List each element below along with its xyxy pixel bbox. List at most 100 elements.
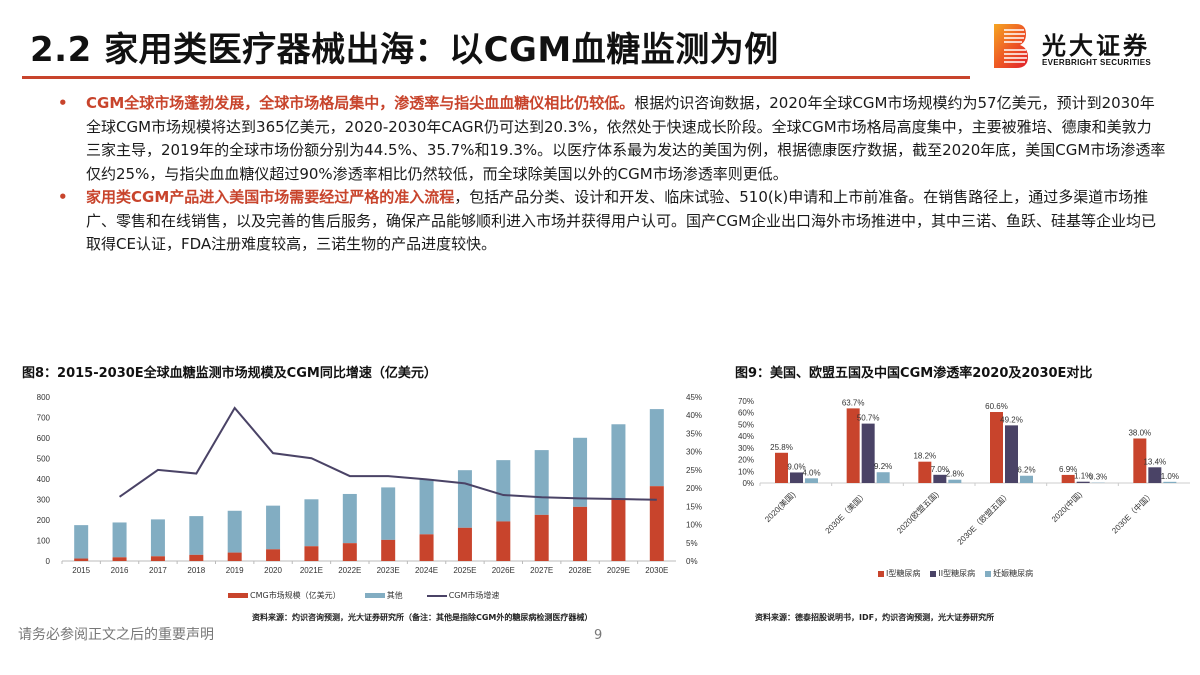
- data-label: 60.6%: [985, 402, 1008, 411]
- figure-8-chart: 0 100 200 300 400 500 600 700 800 0% 5% 10% 15% 20% 25…: [37, 393, 702, 575]
- bar-other: [74, 525, 89, 559]
- bar-other: [381, 487, 396, 540]
- x-axis-tick: 2025E: [453, 566, 476, 575]
- bar-0: [1061, 474, 1075, 483]
- bar-cgm: [74, 558, 89, 561]
- x-axis-tick: 2020(欧盟五国): [895, 489, 941, 535]
- data-label: 2.8%: [946, 470, 964, 479]
- left-axis-tick: 100: [37, 537, 51, 546]
- bar-other: [150, 519, 165, 557]
- y-axis-tick: 40%: [738, 432, 754, 441]
- bar-0: [775, 452, 788, 483]
- left-axis-tick: 200: [37, 516, 51, 525]
- bar-other: [227, 510, 242, 553]
- data-label: 49.2%: [1000, 415, 1023, 424]
- data-label: 50.7%: [857, 414, 880, 423]
- bar-cgm: [304, 546, 319, 561]
- data-label: 25.8%: [770, 443, 793, 452]
- data-label: 6.9%: [1059, 465, 1077, 474]
- bar-0: [990, 412, 1003, 483]
- bullet-body: ，包括产品分类、设计和开发、临床试验、510(k)申请和上市前准备。在销售路径上…: [86, 188, 1157, 253]
- bar-other: [649, 409, 664, 487]
- data-label: 38.0%: [1128, 428, 1151, 437]
- bar-other: [342, 493, 357, 544]
- x-axis-tick: 2016: [111, 566, 129, 575]
- logo-chinese-name: 光大证券: [1042, 32, 1150, 60]
- data-label: 18.2%: [913, 452, 936, 461]
- x-axis-tick: 2020(中国): [1049, 489, 1084, 524]
- everbright-b-logo-icon: [994, 24, 1028, 68]
- everbright-logo: 光大证券 EVERBRIGHT SECURITIES: [990, 22, 1190, 72]
- data-label: 6.2%: [1017, 466, 1035, 475]
- left-axis-tick: 500: [37, 455, 51, 464]
- legend-gestational: 妊娠糖尿病: [985, 568, 1033, 579]
- logo-english-name: EVERBRIGHT SECURITIES: [1042, 58, 1151, 67]
- right-axis-tick: 5%: [686, 539, 698, 548]
- y-axis-tick: 70%: [738, 397, 754, 406]
- bar-cgm: [112, 557, 127, 561]
- bar-cgm: [342, 543, 357, 561]
- x-axis-tick: 2022E: [338, 566, 361, 575]
- x-axis-tick: 2018: [187, 566, 205, 575]
- bar-1: [933, 474, 947, 483]
- bar-1: [1076, 481, 1090, 483]
- left-axis-tick: 400: [37, 475, 51, 484]
- figure-8-title: 图8：2015-2030E全球血糖监测市场规模及CGM同比增速（亿美元）: [22, 366, 437, 381]
- bullet-marker: •: [58, 94, 68, 112]
- x-axis-tick: 2020(美国): [763, 489, 798, 524]
- bar-cgm: [496, 521, 511, 561]
- figure-9-title: 图9：美国、欧盟五国及中国CGM渗透率2020及2030E对比: [735, 366, 1093, 381]
- figure-8-legend: CMG市场规模（亿美元） 其他 CGM市场增速: [228, 590, 499, 601]
- bar-0: [846, 408, 860, 483]
- bullet-body: 根据灼识咨询数据，2020年全球CGM市场规模约为57亿美元，预计到2030年全…: [86, 94, 1166, 183]
- right-axis-tick: 30%: [686, 448, 702, 457]
- left-axis-tick: 700: [37, 414, 51, 423]
- figure-9-chart: 0% 10% 20% 30% 40% 50% 60% 70% 25.8% 9.0%4.0% 2020…: [738, 397, 1190, 547]
- bullet-marker: •: [58, 188, 68, 206]
- disclaimer-note: 请务必参阅正文之后的重要声明: [18, 627, 214, 643]
- x-axis-tick: 2030E（中国）: [1110, 489, 1156, 535]
- legend-cgm-growth: CGM市场增速: [426, 590, 499, 601]
- title-underline: [22, 76, 970, 79]
- x-axis-tick: 2017: [149, 566, 167, 575]
- legend-swatch-purple: [930, 570, 937, 577]
- data-label: 13.4%: [1143, 457, 1166, 466]
- bar-cgm: [649, 486, 664, 561]
- bar-cgm: [419, 534, 434, 561]
- right-axis-tick: 20%: [686, 484, 702, 493]
- x-axis-tick: 2021E: [300, 566, 323, 575]
- y-axis-tick: 0%: [742, 479, 754, 488]
- bar-cgm: [381, 539, 396, 561]
- figure-8-source: 资料来源：灼识咨询预测，光大证券研究所（备注：其他是指除CGM外的糖尿病检测医疗…: [252, 613, 593, 622]
- bar-0: [918, 461, 932, 483]
- bar-other: [266, 505, 281, 550]
- bullet-us-entry: • 家用类CGM产品进入美国市场需要经过严格的准入流程，包括产品分类、设计和开发…: [56, 186, 1166, 257]
- bar-cgm: [573, 506, 588, 561]
- right-axis-tick: 0%: [686, 557, 698, 566]
- x-axis-tick: 2026E: [492, 566, 515, 575]
- x-axis-tick: 2020: [264, 566, 282, 575]
- x-axis-tick: 2029E: [607, 566, 630, 575]
- bar-other: [457, 470, 472, 528]
- bar-other: [534, 450, 549, 515]
- legend-swatch-blue: [364, 593, 385, 598]
- bar-2: [1163, 481, 1177, 483]
- x-axis-tick: 2030E: [645, 566, 668, 575]
- data-label: 4.0%: [802, 468, 820, 477]
- bar-other: [611, 424, 626, 499]
- data-label: 7.0%: [931, 465, 949, 474]
- bar-cgm: [189, 554, 204, 561]
- legend-other: 其他: [364, 590, 403, 601]
- bar-other: [573, 437, 588, 507]
- x-axis-tick: 2030E（美国）: [823, 489, 869, 535]
- data-label: 63.7%: [842, 398, 865, 407]
- data-label: 0.3%: [1089, 473, 1107, 482]
- bullet-list: • CGM全球市场蓬勃发展，全球市场格局集中，渗透率与指尖血血糖仪相比仍较低。根…: [56, 92, 1166, 257]
- legend-swatch-red: [228, 593, 248, 598]
- x-axis-tick: 2015: [72, 566, 90, 575]
- left-axis-tick: 600: [37, 434, 51, 443]
- x-axis-tick: 2028E: [568, 566, 591, 575]
- bar-cgm: [266, 549, 281, 561]
- bullet-highlight: CGM全球市场蓬勃发展，全球市场格局集中，渗透率与指尖血血糖仪相比仍较低。: [86, 94, 635, 112]
- data-label: 1.0%: [1161, 472, 1179, 481]
